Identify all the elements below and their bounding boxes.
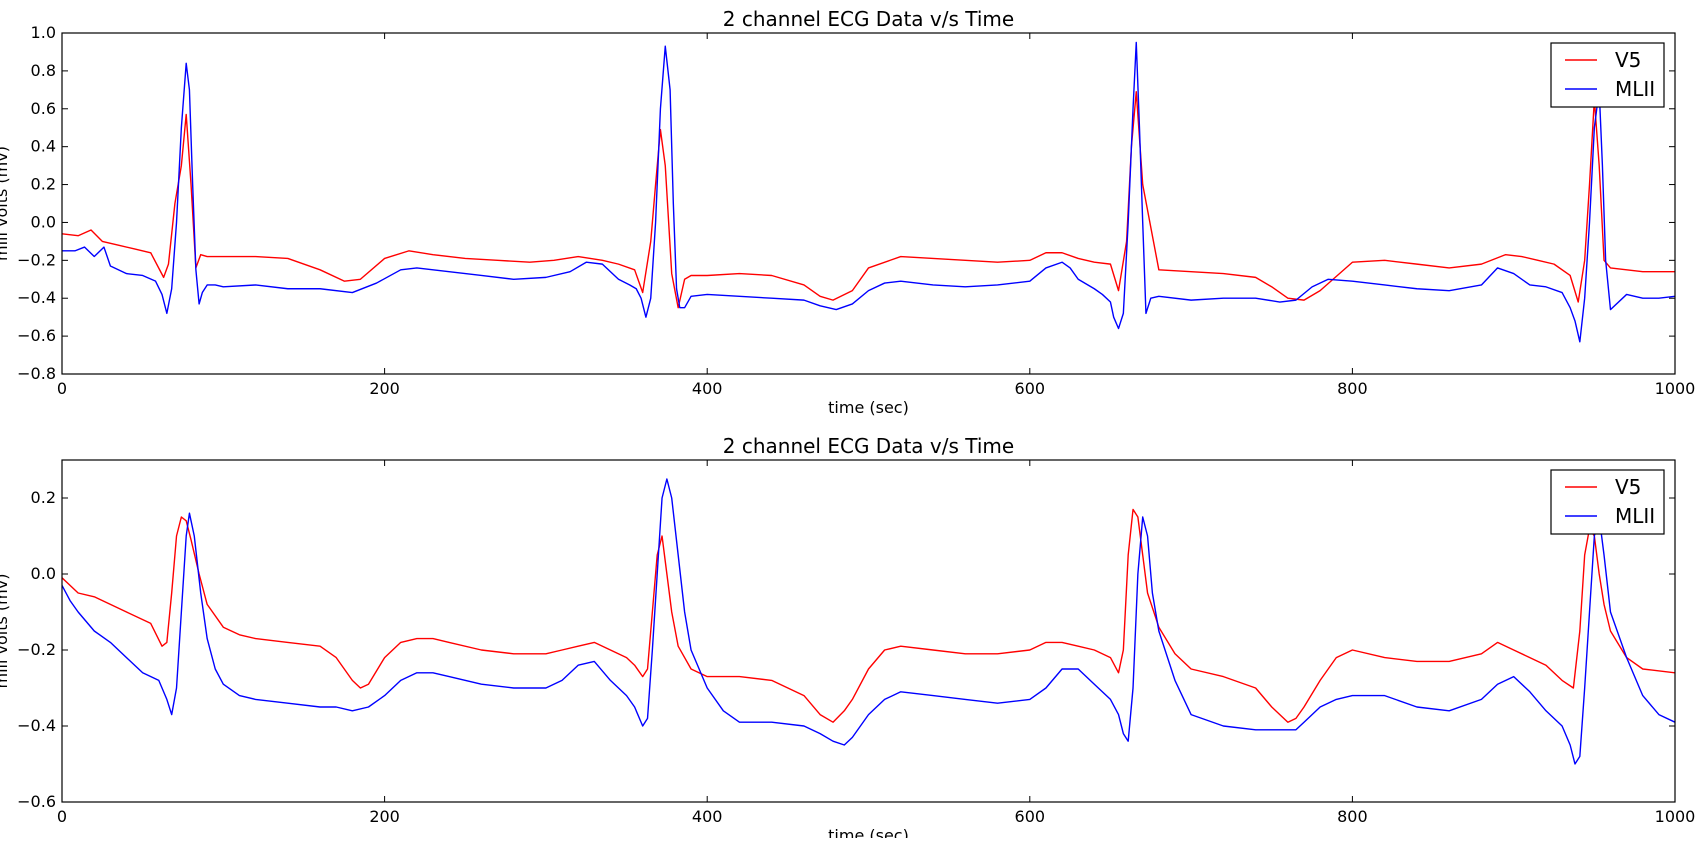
x-axis-label: time (sec) [828,398,909,417]
y-tick-label: 0.6 [31,99,56,118]
x-tick-label: 800 [1337,807,1368,826]
y-tick-label: 0.8 [31,61,56,80]
legend-label-v5: V5 [1615,475,1641,499]
y-tick-label: −0.6 [17,326,56,345]
x-tick-label: 1000 [1655,379,1696,398]
y-tick-label: −0.6 [17,792,56,811]
x-tick-label: 400 [692,379,723,398]
plot-frame [61,459,1676,803]
x-tick-label: 600 [1015,807,1046,826]
x-tick-label: 800 [1337,379,1368,398]
legend: V5 MLII [1550,469,1665,535]
legend: V5 MLII [1550,42,1665,108]
legend-box [1550,469,1665,535]
y-tick-label: 0.0 [31,212,56,231]
x-tick-label: 1000 [1655,807,1696,826]
x-tick-label: 0 [57,379,67,398]
series-line-v5 [62,91,1675,309]
y-tick-label: 1.0 [31,23,56,42]
y-axis-label: mill volts (mv) [0,574,11,689]
y-tick-label: 0.4 [31,137,56,156]
legend-label-mlii: MLII [1615,77,1655,101]
y-tick-label: −0.2 [17,640,56,659]
x-axis-label: time (sec) [828,826,909,838]
x-tick-label: 400 [692,807,723,826]
chart-panel-1: 0 200 400 600 800 1000 −0.8 −0.6 −0.4 −0.2 0.0 0.2 0… [0,7,1695,417]
y-tick-label: −0.4 [17,716,56,735]
x-tick-label: 200 [369,807,400,826]
y-tick-label: −0.4 [17,288,56,307]
series-line-mlii [62,478,1675,765]
y-axis-label: mill volts (mv) [0,146,11,261]
x-tick-label: 200 [369,379,400,398]
legend-label-mlii: MLII [1615,504,1655,528]
legend-label-v5: V5 [1615,48,1641,72]
chart-title: 2 channel ECG Data v/s Time [723,434,1014,458]
x-tick-label: 600 [1015,379,1046,398]
chart-panel-2: 0 200 400 600 800 1000 −0.6 −0.4 −0.2 0.0 0.2 2 cha… [0,434,1696,842]
plot-frame [61,32,1676,375]
y-tick-label: −0.2 [17,250,56,269]
chart-title: 2 channel ECG Data v/s Time [723,7,1014,31]
y-tick-label: 0.2 [31,175,56,194]
series-line-v5 [62,508,1675,723]
legend-box [1550,42,1665,108]
y-tick-label: −0.8 [17,364,56,383]
y-tick-label: 0.0 [31,564,56,583]
y-tick-label: 0.2 [31,488,56,507]
x-tick-label: 0 [57,807,67,826]
series-line-mlii [62,41,1675,343]
